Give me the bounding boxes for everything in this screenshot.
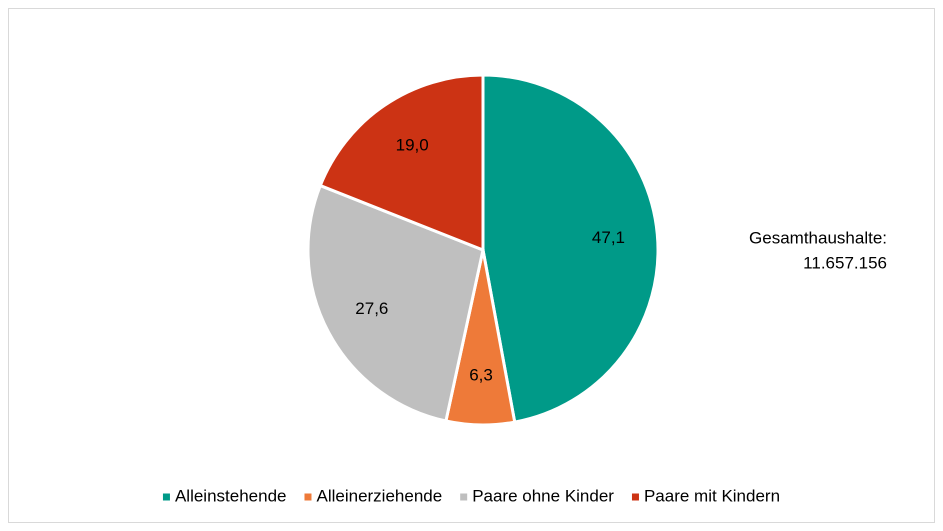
legend-label: Paare ohne Kinder bbox=[472, 486, 614, 505]
legend-swatch bbox=[304, 493, 312, 501]
legend-label: Alleinstehende bbox=[175, 486, 287, 505]
pie-slice bbox=[481, 73, 660, 424]
data-label: 19,0 bbox=[396, 135, 429, 154]
data-label: 6,3 bbox=[469, 365, 493, 384]
legend-swatch bbox=[162, 493, 170, 501]
data-label: 27,6 bbox=[355, 299, 388, 318]
annotation: Gesamthaushalte: bbox=[749, 228, 887, 247]
legend-swatch bbox=[460, 493, 468, 501]
annotation: 11.657.156 bbox=[803, 253, 887, 272]
pie-slice bbox=[318, 73, 485, 253]
legend-label: Alleinerziehende bbox=[316, 486, 442, 505]
legend-label: Paare mit Kindern bbox=[644, 486, 780, 505]
legend-swatch bbox=[631, 493, 639, 501]
pie-slice bbox=[306, 183, 485, 423]
data-label: 47,1 bbox=[592, 228, 625, 247]
